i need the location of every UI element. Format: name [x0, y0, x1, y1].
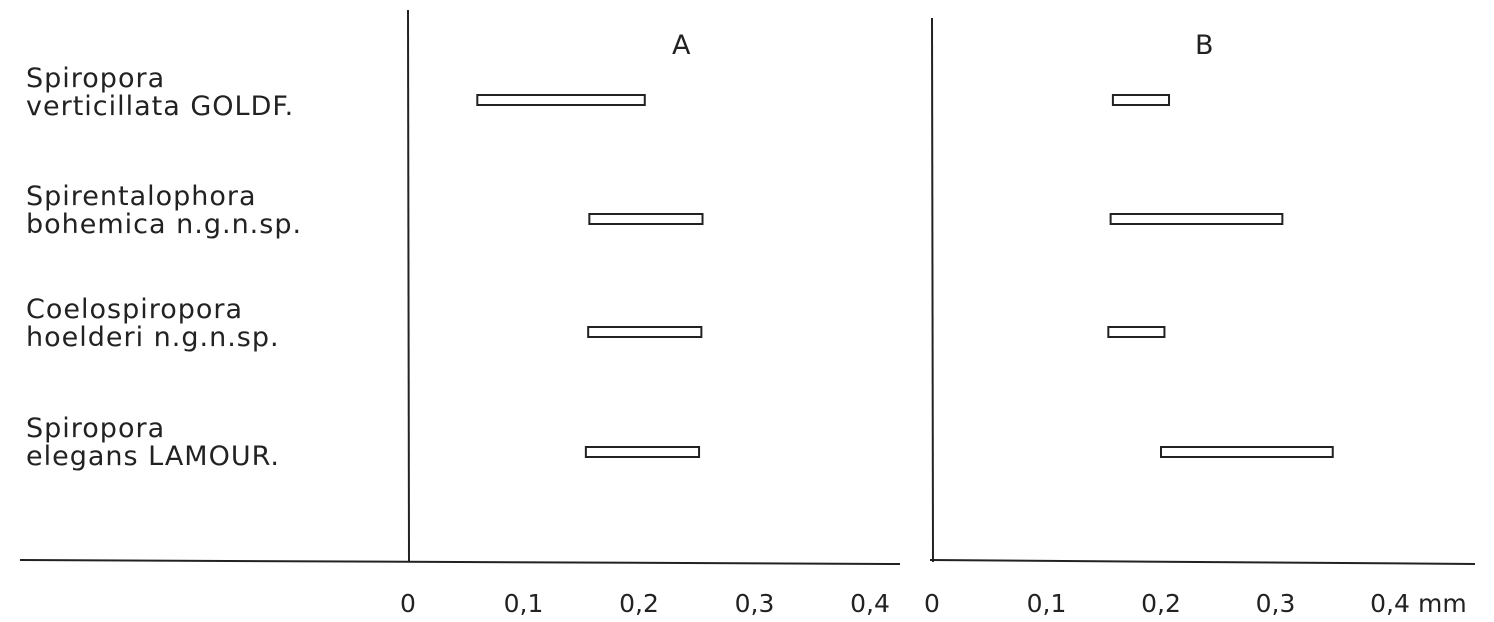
x-tick-label: 0,3	[1256, 589, 1296, 618]
species-label: Spiropora	[26, 413, 165, 444]
range-bar	[584, 446, 701, 458]
range-bar	[1160, 446, 1334, 458]
species-label: elegans LAMOUR.	[26, 441, 280, 472]
panel-title: B	[1195, 30, 1214, 61]
x-tick-label: 0,1	[1027, 589, 1067, 618]
y-axis-line	[931, 17, 934, 563]
x-tick-label: 0,4	[1370, 589, 1410, 618]
x-tick-label: 0	[924, 589, 940, 618]
x-tick-label: 0,1	[504, 589, 544, 618]
x-tick-label: 0	[400, 589, 416, 618]
x-tick-label: 0,4	[850, 589, 890, 618]
axes	[19, 9, 1476, 565]
panel-title: A	[672, 30, 691, 61]
species-label: verticillata GOLDF.	[26, 91, 294, 122]
x-tick-label: 0,2	[619, 589, 659, 618]
species-label: hoelderi n.g.n.sp.	[26, 322, 280, 353]
range-bar	[1111, 94, 1171, 106]
y-axis-line	[407, 9, 410, 563]
species-label: Spiropora	[26, 63, 165, 94]
unit-label: mm	[1418, 589, 1467, 618]
species-label: Coelospiropora	[26, 294, 243, 325]
range-bar	[1109, 213, 1284, 225]
x-axis-line	[19, 559, 901, 565]
species-label: Spirentalophora	[26, 181, 257, 212]
range-bar	[1107, 326, 1166, 338]
x-axis-line	[929, 559, 1476, 565]
x-tick-label: 0,2	[1141, 589, 1181, 618]
range-bar	[476, 94, 646, 106]
species-label: bohemica n.g.n.sp.	[26, 209, 302, 240]
range-bar	[587, 326, 703, 338]
panels: A 0 0,1 0,2 0,3 0,4 B 0 0,1 0,2 0,3 0,4 mm	[400, 30, 1467, 618]
range-bar	[588, 213, 704, 225]
x-tick-label: 0,3	[735, 589, 775, 618]
